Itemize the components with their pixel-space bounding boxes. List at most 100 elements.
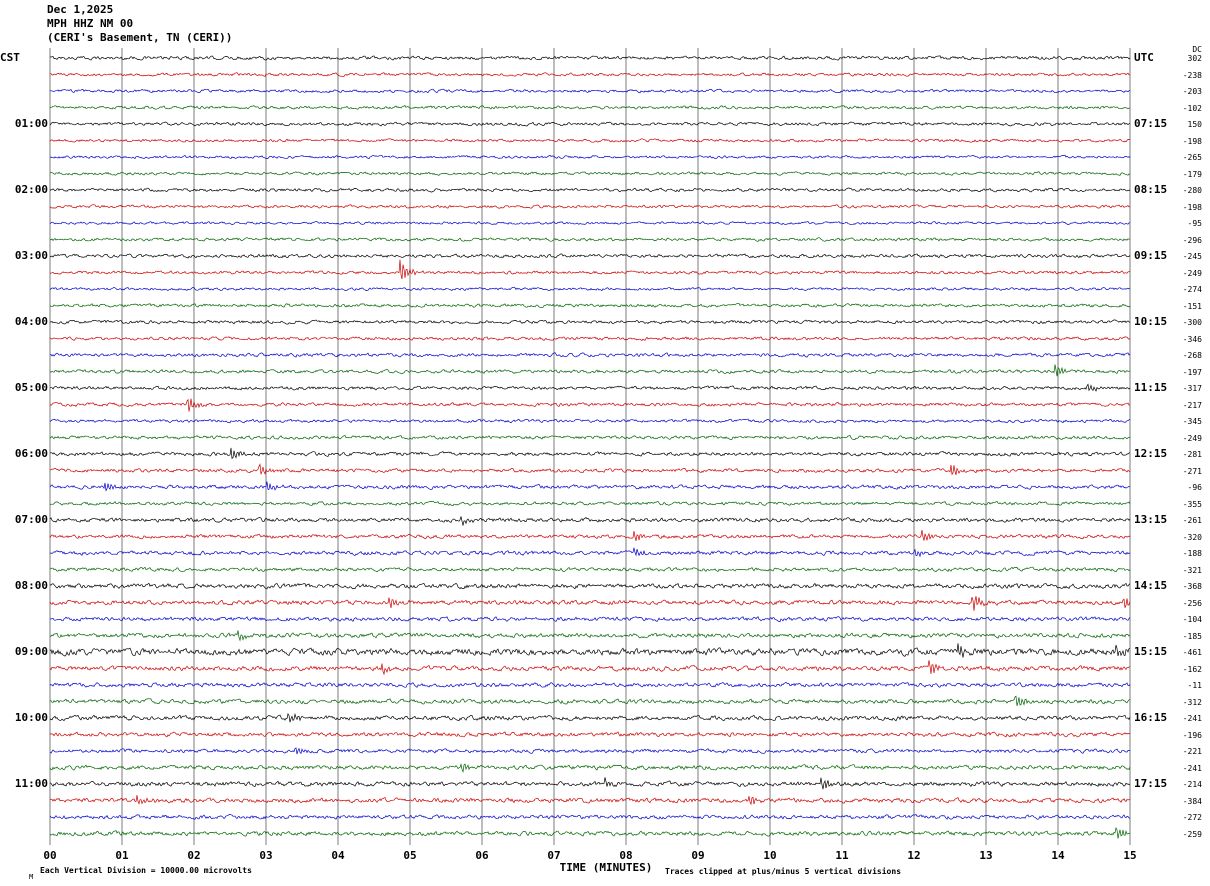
title-block: Dec 1,2025 MPH HHZ NM 00 (CERI's Basemen… <box>47 3 232 45</box>
seismogram-trace <box>49 319 1131 325</box>
x-tick-label: 11 <box>835 849 849 862</box>
seismogram-trace <box>49 681 1131 688</box>
utc-time-label: 08:15 <box>1134 183 1168 196</box>
seismogram-trace <box>49 259 1131 280</box>
x-tick-label: 09 <box>691 849 705 862</box>
dc-value: -321 <box>1182 565 1202 575</box>
cst-time-label: 07:00 <box>14 513 48 526</box>
dc-value: -271 <box>1182 466 1202 476</box>
dc-value: -238 <box>1182 70 1202 80</box>
dc-value: -179 <box>1182 169 1202 179</box>
dc-value: -256 <box>1182 598 1202 608</box>
dc-value: -11 <box>1187 681 1202 690</box>
cst-time-label: 06:00 <box>14 447 48 460</box>
seismogram-trace <box>49 55 1131 61</box>
cst-time-label: 01:00 <box>14 117 48 130</box>
seismogram-trace <box>49 500 1131 506</box>
utc-time-label: 10:15 <box>1134 315 1168 328</box>
dc-value: -102 <box>1182 103 1202 113</box>
dc-value: -259 <box>1182 829 1202 839</box>
utc-time-label: 11:15 <box>1134 381 1168 394</box>
seismogram-trace <box>49 105 1131 110</box>
dc-value: -198 <box>1182 136 1202 146</box>
dc-value: -384 <box>1182 796 1202 806</box>
seismogram-trace <box>49 763 1131 774</box>
x-tick-label: 05 <box>403 849 417 862</box>
cst-time-label: 08:00 <box>14 579 48 592</box>
dc-value: -312 <box>1182 697 1202 707</box>
seismogram-trace <box>49 795 1131 806</box>
dc-value: -162 <box>1182 664 1202 674</box>
dc-value: -217 <box>1182 400 1202 410</box>
dc-value: -249 <box>1182 268 1202 278</box>
dc-value: -368 <box>1182 582 1202 591</box>
seismogram-trace <box>49 582 1131 590</box>
seismogram-trace <box>49 516 1131 526</box>
dc-value: -300 <box>1182 318 1202 327</box>
seismogram-trace <box>49 660 1131 676</box>
utc-time-label: 09:15 <box>1134 249 1168 262</box>
clip-note: Traces clipped at plus/minus 5 vertical … <box>665 867 902 876</box>
seismogram-trace <box>49 447 1131 459</box>
dc-value: -221 <box>1182 747 1202 756</box>
seismogram-trace <box>49 747 1130 755</box>
seismogram-trace <box>49 237 1130 242</box>
seismogram-trace <box>49 463 1131 476</box>
dc-value: -317 <box>1182 384 1202 393</box>
seismogram-trace <box>49 364 1131 377</box>
seismogram-trace <box>49 777 1131 790</box>
seismogram-trace <box>49 695 1131 706</box>
dc-value: -261 <box>1182 516 1202 525</box>
dc-value: -320 <box>1182 532 1202 542</box>
cst-time-label: 09:00 <box>14 645 48 658</box>
dc-value: -245 <box>1182 252 1202 261</box>
dc-value: -355 <box>1182 499 1202 509</box>
seismogram-trace <box>49 481 1131 492</box>
utc-time-label: 15:15 <box>1134 645 1168 658</box>
x-tick-label: 01 <box>115 849 129 862</box>
dc-value: -265 <box>1182 153 1202 162</box>
dc-value: -203 <box>1182 87 1202 96</box>
x-tick-label: 04 <box>331 849 345 862</box>
dc-value: -151 <box>1182 301 1202 311</box>
dc-value: -241 <box>1182 714 1202 723</box>
x-tick-label: 14 <box>1051 849 1065 862</box>
utc-time-label: 13:15 <box>1134 513 1168 526</box>
utc-time-label: 17:15 <box>1134 777 1168 790</box>
utc-time-label: 14:15 <box>1134 579 1168 592</box>
dc-value: -197 <box>1182 367 1202 377</box>
scale-note: Each Vertical Division = 10000.00 microv… <box>40 866 252 875</box>
dc-value: 302 <box>1187 54 1202 63</box>
dc-value: -345 <box>1182 417 1202 426</box>
dc-value: -280 <box>1182 186 1202 195</box>
right-axis-header: UTC <box>1134 51 1154 64</box>
cst-time-label: 05:00 <box>14 381 48 394</box>
seismogram-trace <box>49 121 1131 127</box>
dc-value: -249 <box>1182 433 1202 443</box>
x-tick-label: 13 <box>979 849 993 862</box>
page-title-date: Dec 1,2025 <box>47 3 114 16</box>
seismogram-trace <box>49 221 1130 226</box>
seismogram-trace <box>49 435 1131 441</box>
seismogram-trace <box>49 187 1131 193</box>
utc-time-label: 16:15 <box>1134 711 1168 724</box>
station-id: MPH HHZ NM 00 <box>47 17 134 30</box>
seismogram-trace <box>49 138 1131 143</box>
dc-value: -196 <box>1182 730 1202 740</box>
dc-value: -188 <box>1182 549 1202 558</box>
seismogram-trace <box>49 383 1131 392</box>
seismogram-trace <box>49 643 1131 658</box>
cst-time-label: 04:00 <box>14 315 48 328</box>
dc-value: -268 <box>1182 351 1202 360</box>
dc-value: -95 <box>1187 219 1202 228</box>
x-tick-label: 02 <box>187 849 201 862</box>
x-tick-label: 06 <box>475 849 489 862</box>
dc-value: -274 <box>1182 285 1202 294</box>
seismogram-trace <box>49 352 1131 358</box>
seismogram-trace <box>49 596 1131 611</box>
corner-mark: M <box>29 873 34 881</box>
utc-time-label: 12:15 <box>1134 447 1168 460</box>
cst-time-label: 03:00 <box>14 249 48 262</box>
